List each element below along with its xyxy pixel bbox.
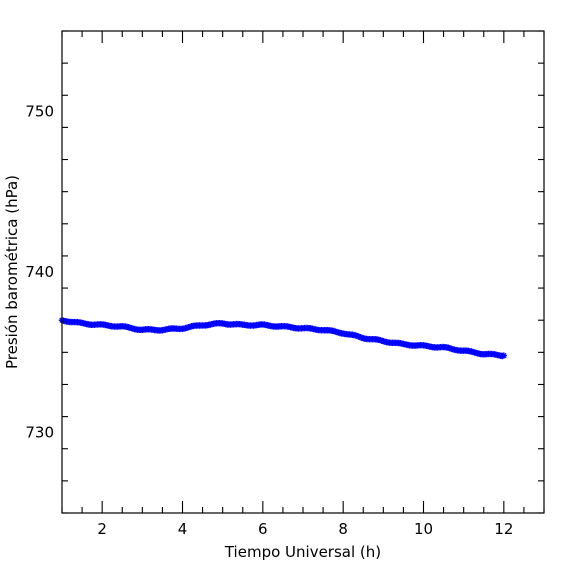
x-tick-label: 6 (258, 520, 268, 538)
x-tick-label: 4 (178, 520, 188, 538)
x-axis-label: Tiempo Universal (h) (224, 543, 381, 561)
y-tick-label: 740 (25, 263, 54, 281)
x-tick-label: 2 (97, 520, 107, 538)
x-tick-label: 10 (414, 520, 433, 538)
series-layer (58, 317, 508, 360)
y-axis-label: Presión barométrica (hPa) (3, 175, 21, 369)
data-point (500, 352, 508, 359)
ticks-layer (61, 30, 545, 514)
tick-labels-layer: 2 4 6 8 10 12 730 740 750 (25, 102, 513, 538)
x-tick-label: 8 (338, 520, 348, 538)
y-tick-label: 750 (25, 102, 54, 120)
y-tick-label: 730 (25, 424, 54, 442)
x-tick-label: 12 (494, 520, 513, 538)
plot-frame (61, 30, 545, 514)
